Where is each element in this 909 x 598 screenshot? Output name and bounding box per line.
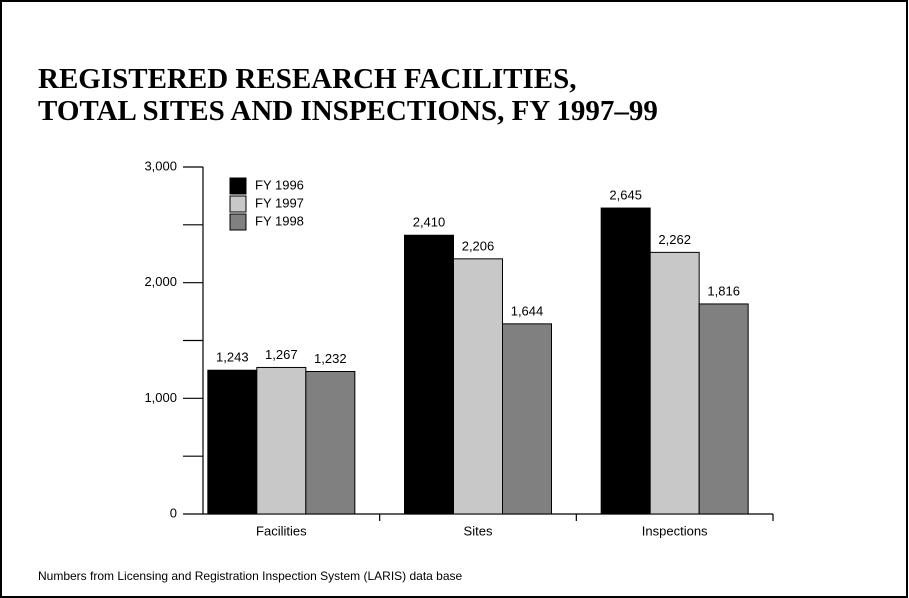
x-tick-label: Sites bbox=[464, 523, 493, 538]
legend-swatch bbox=[229, 195, 247, 213]
chart-title: REGISTERED RESEARCH FACILITIES, bbox=[38, 63, 577, 95]
bar bbox=[207, 369, 258, 515]
value-label: 2,410 bbox=[413, 215, 446, 230]
x-tick-label: Inspections bbox=[642, 523, 708, 538]
value-label: 2,645 bbox=[609, 187, 642, 202]
chart-title: TOTAL SITES AND INSPECTIONS, FY 1997–99 bbox=[38, 95, 658, 127]
bar bbox=[600, 207, 651, 515]
bar bbox=[502, 323, 552, 515]
value-label: 1,243 bbox=[216, 350, 249, 365]
y-tick-label: 3,000 bbox=[144, 158, 177, 173]
value-label: 1,644 bbox=[511, 303, 544, 318]
legend-label: FY 1996 bbox=[255, 177, 304, 192]
bar bbox=[305, 370, 356, 515]
value-label: 1,816 bbox=[707, 283, 740, 298]
x-tick-label: Facilities bbox=[256, 523, 307, 538]
y-tick-label: 0 bbox=[170, 505, 177, 520]
legend-swatch bbox=[229, 213, 247, 231]
footnote: Numbers from Licensing and Registration … bbox=[38, 569, 463, 583]
legend-label: FY 1997 bbox=[255, 195, 304, 210]
y-tick-label: 2,000 bbox=[144, 274, 177, 289]
legend-swatch bbox=[229, 177, 247, 195]
value-label: 2,262 bbox=[658, 232, 691, 247]
bar bbox=[649, 251, 700, 515]
value-label: 2,206 bbox=[462, 238, 495, 253]
value-label: 1,232 bbox=[314, 351, 347, 366]
legend-label: FY 1998 bbox=[255, 213, 304, 228]
value-label: 1,267 bbox=[265, 347, 298, 362]
bar bbox=[404, 234, 454, 515]
bar bbox=[453, 258, 503, 515]
bar bbox=[256, 366, 307, 515]
y-tick-label: 1,000 bbox=[144, 390, 177, 405]
bar bbox=[698, 303, 749, 515]
